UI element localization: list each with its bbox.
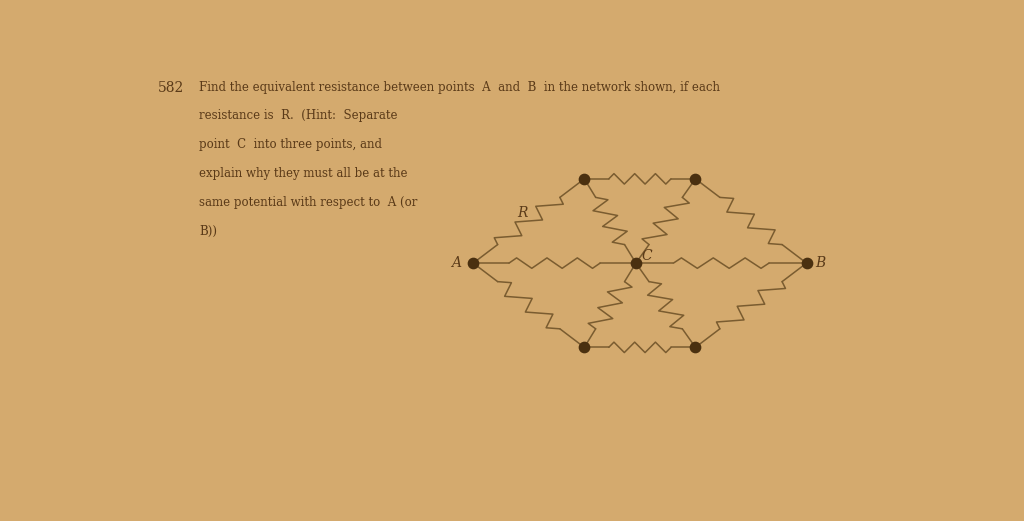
Text: explain why they must all be at the: explain why they must all be at the xyxy=(200,167,408,180)
Point xyxy=(799,259,815,267)
Point xyxy=(687,175,703,183)
Text: B: B xyxy=(816,256,826,270)
Text: B)): B)) xyxy=(200,225,217,238)
Point xyxy=(628,259,644,267)
Text: 582: 582 xyxy=(158,81,184,95)
Point xyxy=(577,343,593,352)
Text: point  C  into three points, and: point C into three points, and xyxy=(200,139,382,151)
Text: same potential with respect to  A (or: same potential with respect to A (or xyxy=(200,196,418,209)
Text: Find the equivalent resistance between points  A  and  B  in the network shown, : Find the equivalent resistance between p… xyxy=(200,81,721,94)
Point xyxy=(687,343,703,352)
Text: A: A xyxy=(451,256,461,270)
Point xyxy=(465,259,481,267)
Point xyxy=(577,175,593,183)
Text: R: R xyxy=(517,206,527,220)
Text: resistance is  R.  (Hint:  Separate: resistance is R. (Hint: Separate xyxy=(200,109,398,122)
Text: C: C xyxy=(642,249,652,263)
